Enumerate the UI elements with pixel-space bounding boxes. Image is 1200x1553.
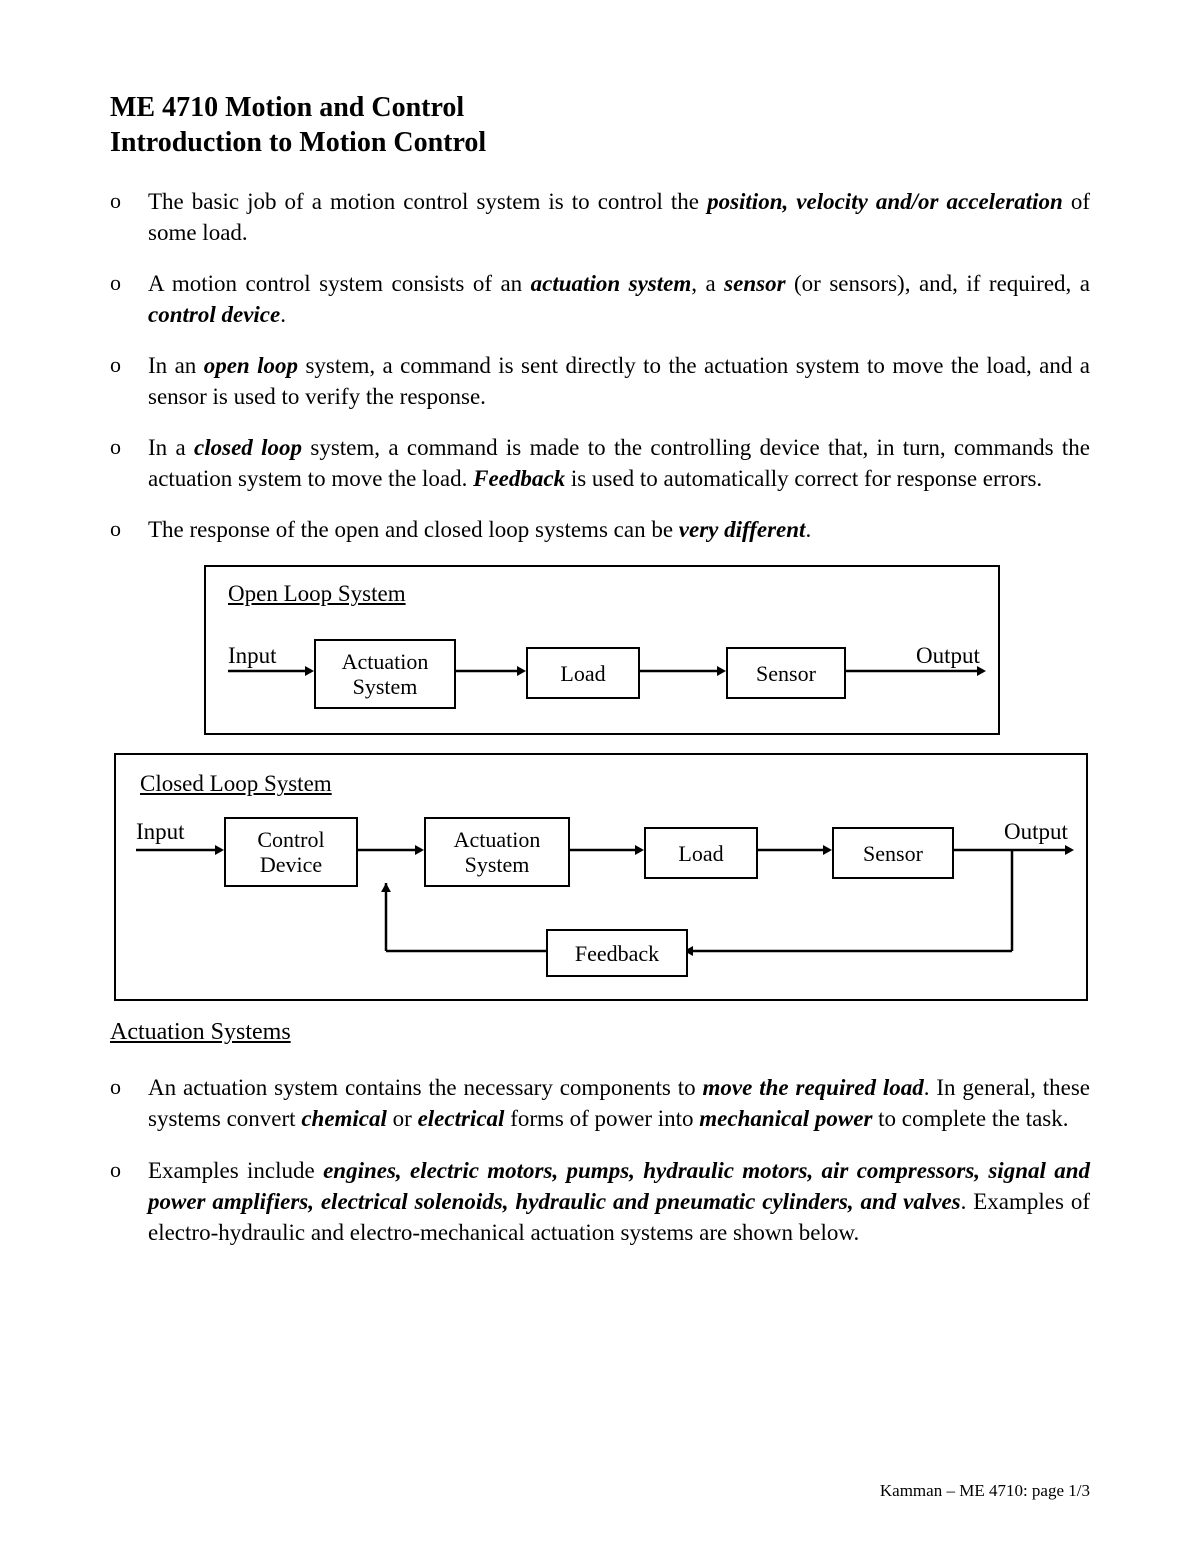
- title-line-1: ME 4710 Motion and Control: [110, 90, 1090, 125]
- section-heading: Actuation Systems: [110, 1019, 1090, 1046]
- diagram-box-feedback: Feedback: [546, 929, 688, 977]
- diagram-box-actuation: Actuation System: [314, 639, 456, 709]
- bullet-item: The response of the open and closed loop…: [110, 514, 1090, 545]
- page-footer: Kamman – ME 4710: page 1/3: [880, 1481, 1090, 1501]
- bullet-item: Examples include engines, electric motor…: [110, 1155, 1090, 1248]
- closed-loop-diagram-wrap: Closed Loop SystemInputOutputControl Dev…: [110, 753, 1090, 1001]
- open-loop-diagram: Open Loop SystemInputOutputActuation Sys…: [204, 565, 1000, 735]
- bullet-list-bottom: An actuation system contains the necessa…: [110, 1072, 1090, 1247]
- diagram-box-load: Load: [526, 647, 640, 699]
- diagram-box-actuation: Actuation System: [424, 817, 570, 887]
- bullet-list-top: The basic job of a motion control system…: [110, 186, 1090, 545]
- bullet-item: The basic job of a motion control system…: [110, 186, 1090, 248]
- bullet-item: An actuation system contains the necessa…: [110, 1072, 1090, 1134]
- bullet-item: In a closed loop system, a command is ma…: [110, 432, 1090, 494]
- page: ME 4710 Motion and Control Introduction …: [0, 0, 1200, 1553]
- bullet-item: A motion control system consists of an a…: [110, 268, 1090, 330]
- diagram-box-load: Load: [644, 827, 758, 879]
- diagram-box-control: Control Device: [224, 817, 358, 887]
- closed-loop-diagram: Closed Loop SystemInputOutputControl Dev…: [114, 753, 1088, 1001]
- open-loop-diagram-wrap: Open Loop SystemInputOutputActuation Sys…: [110, 565, 1090, 735]
- content: ME 4710 Motion and Control Introduction …: [110, 90, 1090, 1268]
- title-line-2: Introduction to Motion Control: [110, 125, 1090, 160]
- diagram-box-sensor: Sensor: [726, 647, 846, 699]
- diagram-box-sensor: Sensor: [832, 827, 954, 879]
- bullet-item: In an open loop system, a command is sen…: [110, 350, 1090, 412]
